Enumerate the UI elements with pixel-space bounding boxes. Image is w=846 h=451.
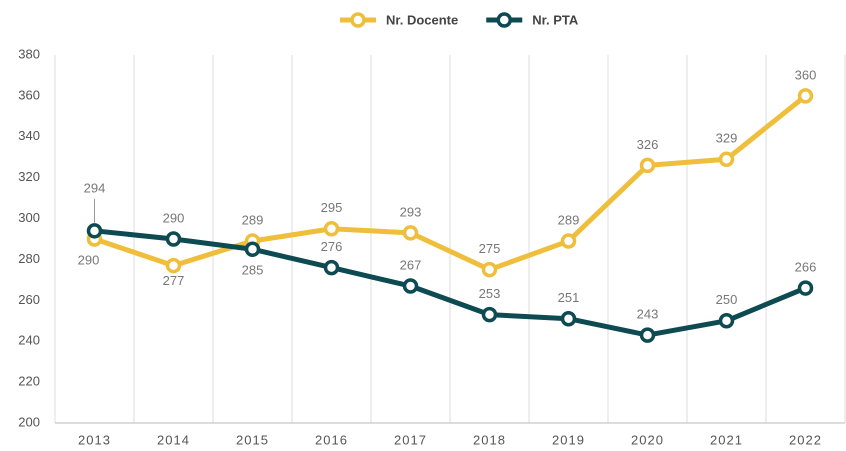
y-tick-label: 340 xyxy=(18,128,40,143)
y-tick-label: 220 xyxy=(18,374,40,389)
data-label: 295 xyxy=(321,200,343,215)
series-line xyxy=(94,228,807,338)
data-label: 277 xyxy=(163,273,185,288)
legend-label: Nr. PTA xyxy=(532,12,579,27)
y-tick-label: 240 xyxy=(18,333,40,348)
marker xyxy=(402,278,419,294)
marker xyxy=(560,310,577,327)
x-tick-label: 2022 xyxy=(789,432,822,447)
data-label: 275 xyxy=(479,241,501,256)
y-tick-label: 320 xyxy=(18,169,40,184)
legend-label: Nr. Docente xyxy=(386,12,458,27)
data-label: 289 xyxy=(558,212,580,227)
x-tick-label: 2013 xyxy=(78,432,111,447)
marker xyxy=(165,257,182,274)
marker xyxy=(718,313,735,329)
legend-marker xyxy=(496,12,512,28)
data-label: 243 xyxy=(637,307,659,322)
x-tick-label: 2016 xyxy=(315,432,348,447)
data-label: 251 xyxy=(558,290,580,305)
x-tick-label: 2015 xyxy=(236,432,269,447)
marker xyxy=(323,259,340,276)
data-label: 326 xyxy=(637,137,659,152)
marker xyxy=(639,157,656,174)
y-tick-label: 260 xyxy=(18,292,40,307)
data-label: 329 xyxy=(716,131,738,146)
x-tick-label: 2018 xyxy=(473,432,506,447)
data-label: 290 xyxy=(163,210,185,225)
data-label: 250 xyxy=(716,292,738,307)
marker xyxy=(797,88,814,104)
data-label: 360 xyxy=(795,67,817,82)
data-label: 293 xyxy=(400,204,422,219)
y-tick-label: 200 xyxy=(18,414,40,429)
marker xyxy=(402,225,419,241)
data-label: 253 xyxy=(479,286,501,301)
data-label: 276 xyxy=(321,239,343,254)
marker xyxy=(165,231,182,247)
x-tick-label: 2019 xyxy=(552,432,585,447)
marker xyxy=(797,280,814,296)
marker xyxy=(86,223,103,239)
y-tick-label: 280 xyxy=(18,251,40,266)
x-tick-label: 2014 xyxy=(157,432,190,447)
data-label: 266 xyxy=(795,260,817,275)
marker xyxy=(481,306,498,323)
data-label: 267 xyxy=(400,257,422,272)
data-label: 285 xyxy=(242,263,264,278)
x-tick-label: 2017 xyxy=(394,432,427,447)
y-tick-label: 380 xyxy=(18,46,40,61)
marker xyxy=(323,221,340,237)
marker xyxy=(560,233,577,249)
y-tick-label: 300 xyxy=(18,210,40,225)
marker xyxy=(639,327,656,343)
marker xyxy=(244,241,261,257)
x-tick-label: 2021 xyxy=(710,432,743,447)
series-line xyxy=(93,93,808,273)
marker xyxy=(718,151,735,168)
x-tick-label: 2020 xyxy=(631,432,664,447)
legend-marker xyxy=(350,12,366,28)
data-label: 289 xyxy=(242,212,264,227)
y-tick-label: 360 xyxy=(18,87,40,102)
data-label: 294 xyxy=(84,180,106,195)
marker xyxy=(481,261,498,278)
data-label: 290 xyxy=(78,252,100,267)
